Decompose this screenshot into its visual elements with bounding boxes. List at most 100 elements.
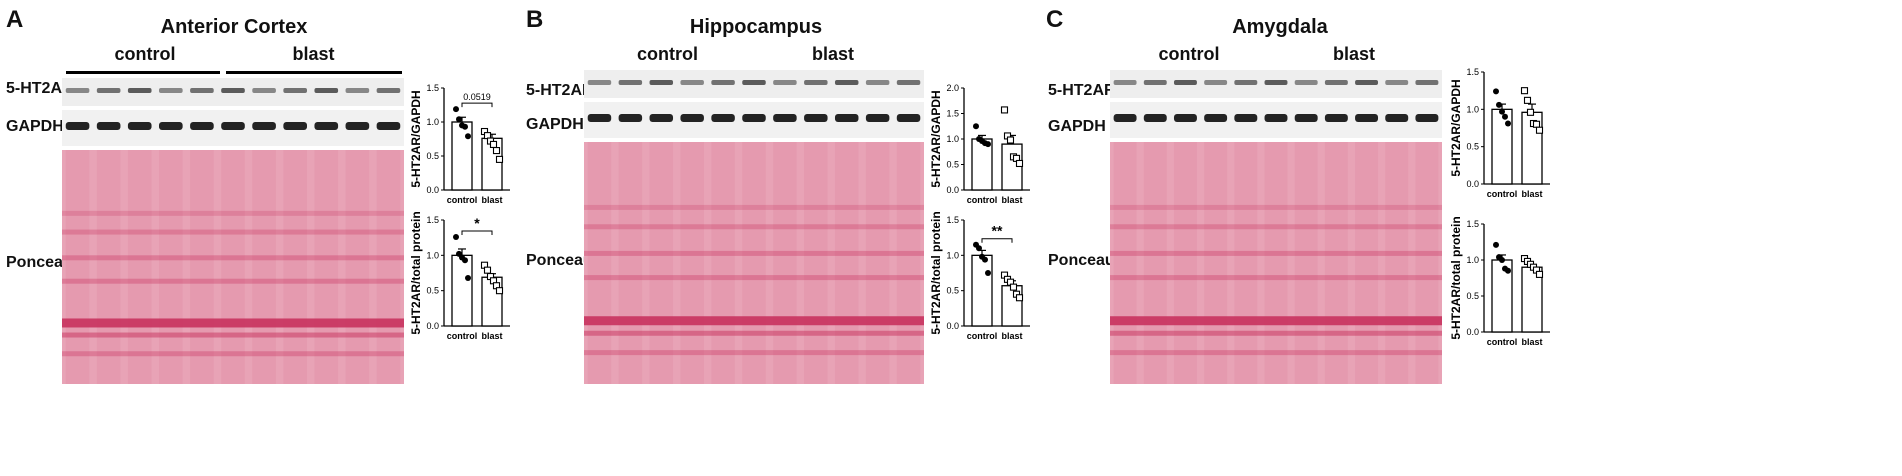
y-tick-label: 1.5: [426, 215, 439, 225]
row-label-gapdh: GAPDH: [526, 116, 584, 133]
y-axis-label: 5-HT2AR/GAPDH: [409, 90, 423, 187]
receptor-band: [159, 88, 183, 93]
y-tick-label: 2.0: [946, 83, 959, 93]
data-point-control: [976, 245, 982, 252]
ponceau-band: [584, 250, 924, 256]
ponceau-lane: [834, 142, 859, 384]
gapdh-band: [376, 122, 401, 130]
row-label-gapdh: GAPDH: [6, 118, 64, 135]
ponceau-band: [1110, 330, 1442, 336]
gapdh-band: [345, 122, 370, 130]
receptor-band: [804, 80, 828, 85]
y-tick-label: 1.5: [426, 83, 439, 93]
y-tick-label: 0.0: [946, 185, 959, 195]
panel-letter: C: [1046, 6, 1064, 33]
bar-control: [971, 254, 993, 327]
ponceau-lane: [1143, 142, 1167, 384]
ponceau-lane: [773, 142, 797, 384]
bar-chart-receptor-total-protein: 5-HT2AR/total protein 0.0 0.5 1.0 1.5 control…: [929, 212, 1030, 341]
ponceau-band: [62, 278, 404, 284]
receptor-band: [1324, 80, 1348, 85]
ponceau-lane: [1385, 142, 1409, 384]
receptor-band: [376, 88, 401, 93]
ponceau-lane: [283, 150, 307, 384]
ponceau-lane: [1324, 142, 1348, 384]
y-tick-label: 1.0: [946, 134, 959, 144]
ponceau-lane: [804, 142, 828, 384]
gapdh-band: [865, 114, 890, 122]
receptor-band: [252, 88, 276, 93]
group-label-control: control: [637, 44, 698, 64]
receptor-band: [1143, 80, 1167, 85]
gapdh-band: [1173, 114, 1197, 122]
panel-anterior-cortex: A Anterior Cortex control blast 5-HT2AR …: [0, 0, 630, 476]
data-point-control: [1499, 108, 1505, 115]
ponceau-band: [62, 332, 404, 338]
row-label-receptor: 5-HT2AR: [6, 80, 74, 97]
data-point-control: [985, 141, 991, 148]
data-point-control: [453, 106, 459, 113]
receptor-band: [742, 80, 766, 85]
ponceau-band: [1110, 350, 1442, 356]
x-tick-label: control: [967, 195, 998, 205]
data-point-blast: [1523, 96, 1532, 104]
ponceau-lane: [649, 142, 674, 384]
gapdh-band: [96, 122, 121, 130]
gapdh-band: [1234, 114, 1258, 122]
row-label-receptor: 5-HT2AR: [526, 82, 594, 99]
ponceau-lane: [345, 150, 370, 384]
y-tick-label: 0.5: [946, 286, 959, 296]
gapdh-band: [1264, 114, 1288, 122]
x-tick-label: blast: [1001, 331, 1022, 341]
y-tick-label: 1.5: [946, 215, 959, 225]
y-tick-label: 0.0: [1466, 179, 1479, 189]
ponceau-lane: [1355, 142, 1379, 384]
ponceau-lane: [711, 142, 735, 384]
ponceau-band: [584, 204, 924, 210]
data-point-blast: [1535, 270, 1544, 278]
receptor-band: [190, 88, 214, 93]
panel-title: Hippocampus: [689, 16, 823, 38]
x-tick-label: control: [1487, 189, 1518, 199]
ponceau-band: [584, 316, 924, 326]
y-tick-label: 1.0: [1466, 104, 1479, 114]
data-point-control: [453, 233, 459, 240]
bar-chart-receptor-total-protein: 5-HT2AR/total protein 0.0 0.5 1.0 1.5 control…: [409, 212, 510, 341]
gapdh-band: [1204, 114, 1228, 122]
data-point-control: [456, 116, 462, 123]
ponceau-lane: [1234, 142, 1258, 384]
ponceau-lane: [865, 142, 890, 384]
panel-hippocampus: B Hippocampus control blast 5-HT2AR GAPD…: [520, 0, 1040, 476]
y-tick-label: 1.0: [426, 250, 439, 260]
receptor-band: [865, 80, 890, 85]
y-axis-label: 5-HT2AR/total protein: [1449, 216, 1463, 339]
panel-letter: A: [6, 6, 24, 33]
gapdh-band: [1294, 114, 1318, 122]
significance-bracket: [981, 238, 1013, 243]
row-label-receptor: 5-HT2AR: [1048, 82, 1116, 99]
data-point-control: [1502, 113, 1508, 120]
bar-control: [451, 121, 473, 191]
ponceau-lane: [221, 150, 245, 384]
y-axis-label: 5-HT2AR/total protein: [409, 212, 423, 335]
x-tick-label: control: [967, 331, 998, 341]
gapdh-band: [1143, 114, 1167, 122]
y-tick-label: 1.0: [946, 250, 959, 260]
ponceau-band: [1110, 250, 1442, 256]
gapdh-band: [159, 122, 183, 130]
x-tick-label: blast: [481, 331, 502, 341]
receptor-band: [96, 88, 121, 93]
gapdh-band: [742, 114, 766, 122]
y-tick-label: 0.5: [426, 151, 439, 161]
y-tick-label: 0.5: [1466, 291, 1479, 301]
significance-bracket: [461, 230, 493, 235]
data-point-blast: [1532, 120, 1541, 128]
ponceau-lane: [314, 150, 339, 384]
receptor-band: [1355, 80, 1379, 85]
group-line-control: [66, 71, 220, 74]
receptor-band: [773, 80, 797, 85]
x-tick-label: control: [1487, 337, 1518, 347]
